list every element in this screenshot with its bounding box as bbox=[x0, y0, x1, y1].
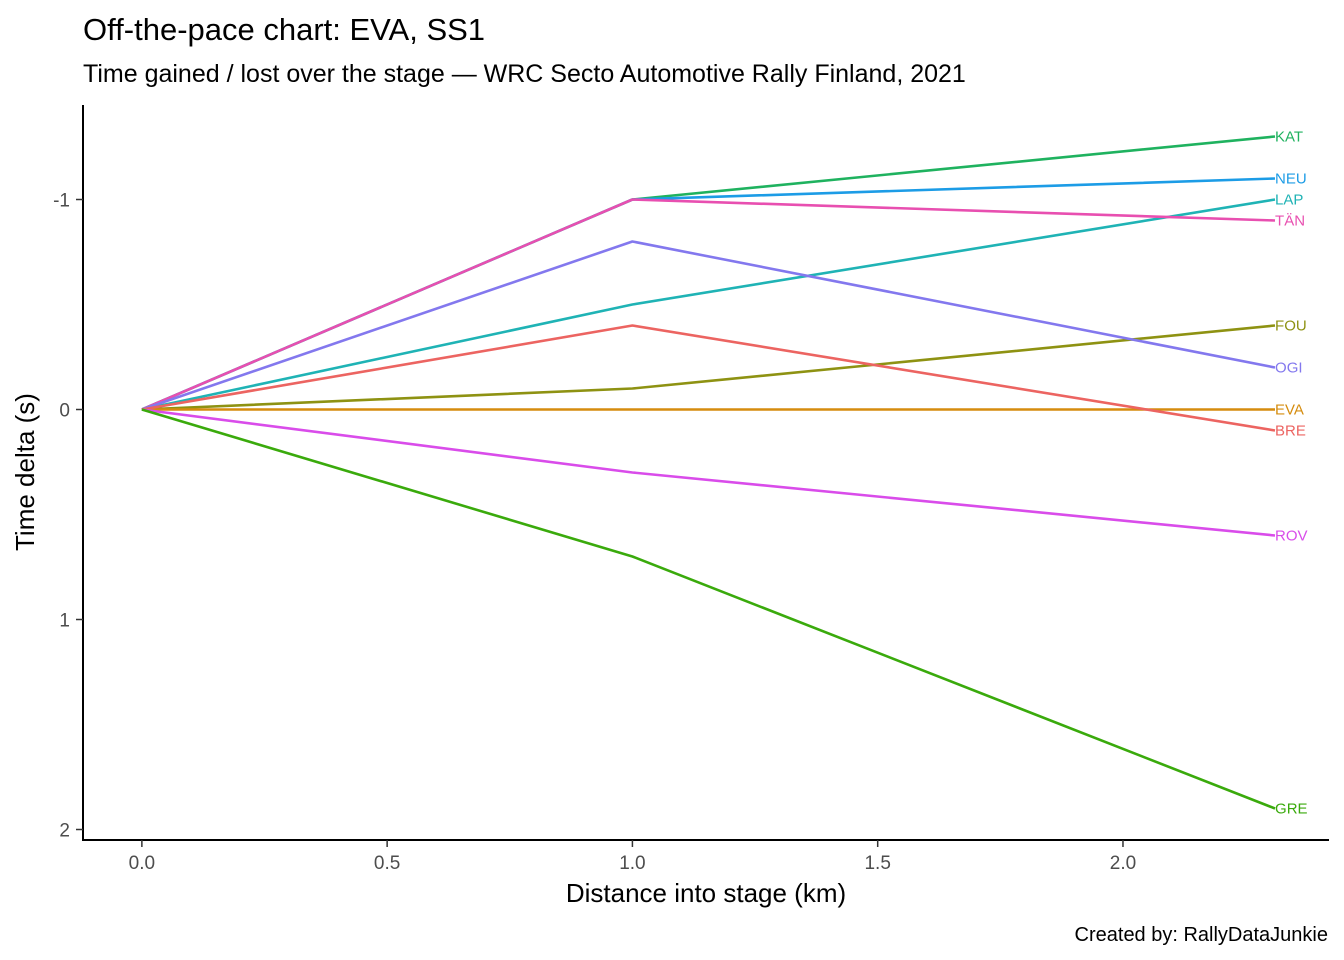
x-tick-label: 1.0 bbox=[619, 853, 645, 874]
x-tick-label: 1.5 bbox=[864, 853, 890, 874]
series-layer: KAT NEU LAP TÄN FOU OGI EVA BRE ROV GRE bbox=[141, 129, 1308, 818]
series-label-lap: LAP bbox=[1275, 192, 1303, 209]
series-line-kat bbox=[141, 135, 1276, 411]
series-line-lap bbox=[141, 198, 1276, 411]
series-line-fou bbox=[141, 324, 1276, 411]
series-line-rov bbox=[141, 408, 1276, 537]
series-line-bre bbox=[141, 324, 1276, 432]
y-tick-label: 2 bbox=[59, 821, 70, 842]
series-label-gre: GRE bbox=[1275, 801, 1308, 818]
series-label-fou: FOU bbox=[1275, 318, 1307, 335]
series-label-tän: TÄN bbox=[1275, 213, 1305, 230]
series-label-bre: BRE bbox=[1275, 423, 1306, 440]
x-axis-title: Distance into stage (km) bbox=[566, 878, 846, 908]
x-tick-label: 2.0 bbox=[1110, 853, 1136, 874]
x-tick-label: 0.0 bbox=[129, 853, 155, 874]
series-label-neu: NEU bbox=[1275, 171, 1307, 188]
series-line-neu bbox=[141, 177, 1276, 411]
y-tick-label: 0 bbox=[59, 401, 70, 422]
y-axis-title: Time delta (s) bbox=[10, 393, 40, 551]
y-tick-label: -1 bbox=[53, 191, 70, 212]
chart-subtitle: Time gained / lost over the stage — WRC … bbox=[83, 60, 966, 88]
series-line-ogi bbox=[141, 240, 1276, 411]
chart-title: Off-the-pace chart: EVA, SS1 bbox=[83, 12, 485, 47]
series-label-ogi: OGI bbox=[1275, 360, 1303, 377]
x-tick-label: 0.5 bbox=[374, 853, 400, 874]
chart-caption: Created by: RallyDataJunkie bbox=[1075, 924, 1328, 946]
series-line-gre bbox=[141, 408, 1276, 810]
x-ticks: 0.0 0.5 1.0 1.5 2.0 bbox=[129, 840, 1136, 874]
y-ticks: -1 0 1 2 bbox=[53, 191, 83, 842]
plot-area: KAT NEU LAP TÄN FOU OGI EVA BRE ROV GRE 0.0 0.5 1.0… bbox=[53, 105, 1329, 874]
y-tick-label: 1 bbox=[59, 611, 70, 632]
series-line-tän bbox=[141, 198, 1276, 411]
series-label-eva: EVA bbox=[1275, 402, 1304, 419]
series-label-kat: KAT bbox=[1275, 129, 1303, 146]
series-label-rov: ROV bbox=[1275, 528, 1308, 545]
